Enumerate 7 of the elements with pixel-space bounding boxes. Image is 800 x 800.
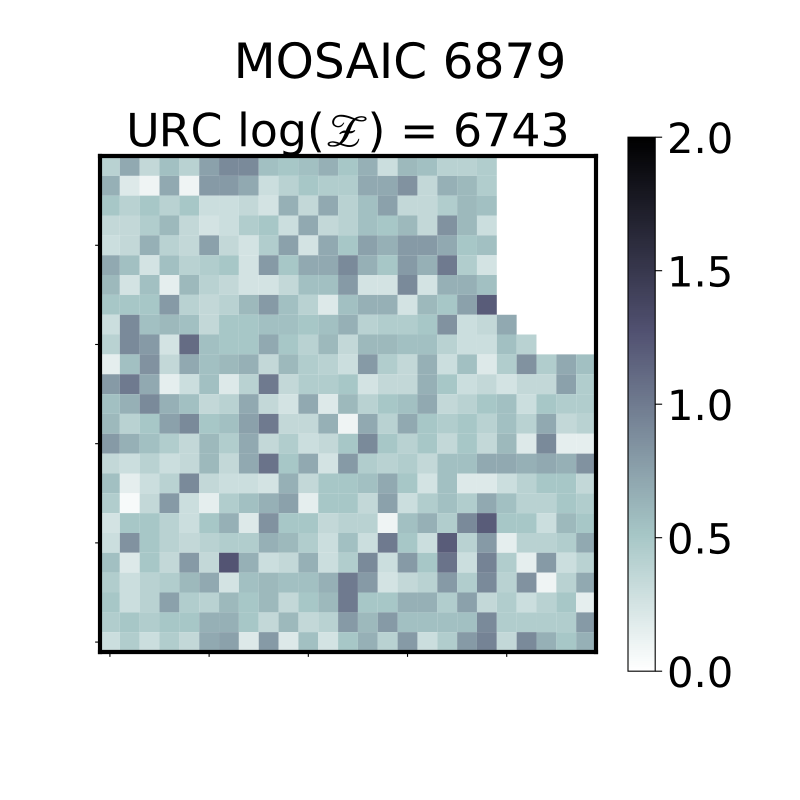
chart-subtitle: URC log(𝒵) = 6743 [130,111,566,156]
color-bar-label: 1.0 [672,389,731,421]
color-bar-label: 1.5 [672,256,730,288]
color-bar-label: 2.0 [670,122,731,154]
color-bar-label: 0.5 [670,522,730,554]
color-bar-label: 0.0 [670,656,731,688]
chart-title: MOSAIC 6879 [238,42,563,79]
